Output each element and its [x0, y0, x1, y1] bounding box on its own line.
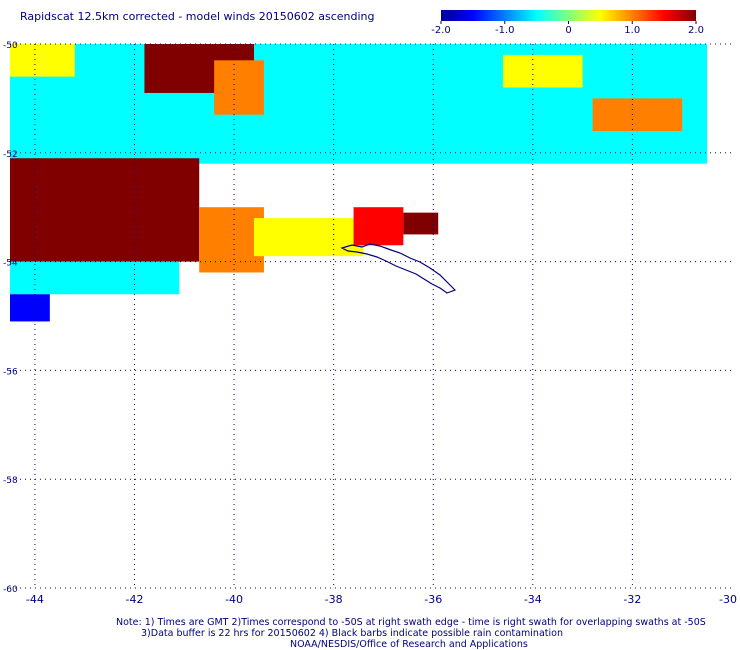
x-tick-label: -32 [623, 593, 641, 606]
x-tick-label: -30 [719, 593, 737, 606]
land-outline-layer [340, 243, 457, 294]
y-tick-label: -52 [3, 150, 18, 160]
grid-lines-layer [10, 43, 732, 589]
data-region-2 [10, 44, 75, 77]
colorbar: -2.0 -1.0 0 1.0 2.0 [431, 10, 704, 36]
data-region-4 [592, 98, 683, 132]
data-region-6 [10, 158, 200, 262]
y-tick-label: -56 [3, 367, 18, 377]
colorbar-tick-label: -1.0 [495, 25, 515, 36]
chart-title: Rapidscat 12.5km corrected - model winds… [20, 10, 375, 23]
footnote-line-3: NOAA/NESDIS/Office of Research and Appli… [290, 639, 528, 650]
x-tick-label: -40 [225, 593, 243, 606]
x-tick-label: -42 [125, 593, 143, 606]
data-region-3 [214, 60, 264, 115]
colorbar-tick-label: 0 [565, 25, 571, 36]
y-tick-label: -54 [3, 259, 18, 269]
colorbar-tick-label: -2.0 [431, 25, 451, 36]
y-tick-label: -58 [3, 476, 18, 486]
x-tick-labels: -44 -42 -40 -38 -36 -34 -32 -30 [26, 593, 737, 606]
x-tick-label: -36 [424, 593, 442, 606]
colorbar-tick-label: 1.0 [624, 25, 640, 36]
colorbar-gradient [441, 10, 696, 21]
x-tick-label: -38 [325, 593, 343, 606]
y-tick-label: -50 [3, 41, 18, 51]
data-region-10 [403, 212, 439, 235]
data-region-12 [10, 294, 50, 322]
south-georgia-island-outline [340, 243, 457, 294]
x-tick-label: -34 [524, 593, 542, 606]
data-region-9 [353, 207, 404, 246]
y-tick-label: -60 [3, 585, 18, 595]
colorbar-tick-label: 2.0 [688, 25, 704, 36]
data-cells-layer [10, 44, 708, 322]
footnote-line-2: 3)Data buffer is 22 hrs for 20150602 4) … [141, 628, 563, 639]
data-region-5 [502, 54, 583, 88]
footnote-line-1: Note: 1) Times are GMT 2)Times correspon… [116, 617, 706, 628]
y-tick-labels: -50 -52 -54 -56 -58 -60 [3, 41, 18, 595]
data-region-11 [10, 261, 180, 295]
x-tick-label: -44 [26, 593, 44, 606]
data-region-0 [10, 44, 708, 164]
